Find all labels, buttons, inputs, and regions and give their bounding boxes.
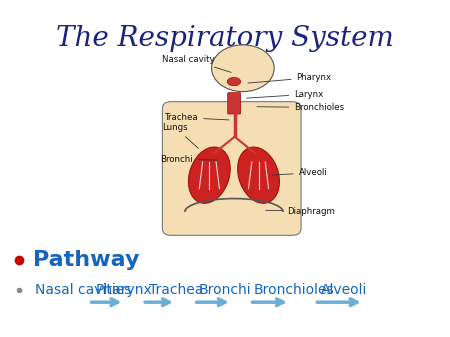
Ellipse shape	[189, 147, 230, 203]
Text: Bronchi: Bronchi	[198, 283, 251, 297]
Text: Bronchioles: Bronchioles	[257, 103, 344, 112]
Text: Nasal cavity: Nasal cavity	[162, 55, 231, 72]
Text: Trachea: Trachea	[149, 283, 203, 297]
Text: Larynx: Larynx	[247, 90, 324, 99]
Ellipse shape	[227, 78, 241, 86]
FancyBboxPatch shape	[228, 93, 241, 114]
Ellipse shape	[238, 147, 279, 203]
Text: Diaphragm: Diaphragm	[266, 207, 336, 216]
Text: Alveoli: Alveoli	[273, 168, 328, 177]
Circle shape	[212, 45, 274, 92]
Text: Bronchioles: Bronchioles	[254, 283, 335, 297]
Text: Trachea: Trachea	[165, 113, 229, 122]
Text: The Respiratory System: The Respiratory System	[56, 25, 394, 52]
Text: Lungs: Lungs	[162, 123, 198, 148]
Text: Pharynx: Pharynx	[248, 73, 332, 83]
Text: Bronchi: Bronchi	[160, 155, 218, 164]
FancyBboxPatch shape	[162, 102, 301, 235]
Text: Nasal cavities: Nasal cavities	[35, 283, 131, 297]
Text: Pathway: Pathway	[33, 250, 139, 270]
Text: Pharynx: Pharynx	[95, 283, 152, 297]
Text: Alveoli: Alveoli	[321, 283, 368, 297]
